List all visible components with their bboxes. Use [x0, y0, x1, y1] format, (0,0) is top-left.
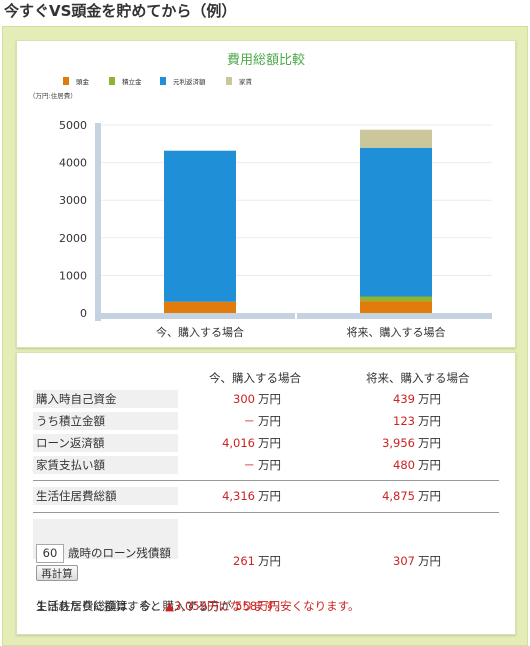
comparison-table-panel: 今、購入する場合 将来、購入する場合 購入時自己資金 300 万円 439 万円 うち積立…	[16, 352, 516, 635]
content-frame: 費用総額比較 頭金 積立金 元利返済額 家賃 （万円:住居費） 0 1000 2000 30…	[2, 26, 528, 646]
col-header-future: 将来、購入する場合	[366, 371, 470, 385]
row-label: ローン返済額	[33, 434, 178, 452]
cost-comparison-chart: 費用総額比較 頭金 積立金 元利返済額 家賃 （万円:住居費） 0 1000 2000 30…	[29, 53, 492, 339]
row-future-unit: 万円	[418, 392, 441, 406]
total-now-unit: 万円	[258, 489, 281, 503]
chart-legend: 頭金 積立金 元利返済額 家賃	[63, 77, 253, 86]
row-label: うち積立金額	[33, 412, 178, 430]
legend-swatch	[160, 77, 166, 85]
row-future-value: 439	[393, 392, 415, 406]
summary-daily-value: ▲3,059円になります。	[165, 599, 287, 613]
chart-panel: 費用総額比較 頭金 積立金 元利返済額 家賃 （万円:住居費） 0 1000 2000 30…	[16, 40, 516, 348]
balance-future-unit: 万円	[418, 554, 441, 568]
y-axis-label: （万円:住居費）	[29, 91, 77, 100]
y-axis-wall	[95, 123, 101, 321]
chart-gridlines	[99, 124, 492, 276]
row-future-value: 123	[393, 414, 415, 428]
x-axis	[95, 123, 492, 321]
row-now-unit: 万円	[258, 436, 281, 450]
legend-label: 頭金	[76, 77, 90, 86]
bar-segment	[360, 296, 432, 302]
recalculate-button[interactable]: 再計算	[36, 565, 78, 581]
divider-line	[33, 512, 499, 513]
bar-segment	[360, 129, 432, 148]
legend-label: 元利返済額	[173, 77, 206, 86]
summary-line-2-text: １日あたりに換算すると	[35, 599, 162, 613]
row-now-value: －	[243, 414, 256, 428]
summary-savings-value: 558万円安くなります。	[235, 599, 360, 613]
divider-line	[33, 480, 499, 481]
total-label: 生活住居費総額	[33, 487, 178, 505]
row-future-unit: 万円	[418, 436, 441, 450]
row-future-value: 3,956	[382, 436, 415, 450]
row-now-unit: 万円	[258, 458, 281, 472]
y-tick-label: 0	[80, 307, 87, 320]
row-label: 購入時自己資金	[33, 390, 178, 408]
row-future-value: 480	[393, 458, 415, 472]
balance-future-value: 307	[393, 554, 415, 568]
row-now-value: －	[243, 458, 256, 472]
legend-label: 家賃	[239, 77, 253, 86]
chart-bars: 今、購入する場合 将来、購入する場合	[156, 129, 446, 339]
y-tick-label: 1000	[59, 269, 87, 282]
y-tick-label: 5000	[59, 119, 87, 132]
page-title: 今すぐVS頭金を貯めてから（例）	[4, 2, 237, 20]
balance-now-value: 261	[233, 554, 255, 568]
bar-segment	[360, 147, 432, 297]
legend-swatch	[109, 77, 115, 85]
col-header-now: 今、購入する場合	[209, 371, 301, 385]
total-future-unit: 万円	[418, 489, 441, 503]
row-future-unit: 万円	[418, 458, 441, 472]
summary-line-1-text: 生活住居費総額は、今、購入する方が	[36, 599, 232, 613]
row-now-unit: 万円	[258, 392, 281, 406]
y-tick-label: 3000	[59, 194, 87, 207]
x-tick-label: 今、購入する場合	[156, 325, 244, 339]
chart-title: 費用総額比較	[227, 53, 305, 68]
summary-line-1: 生活住居費総額は、今、購入する方が 558万円安くなります。	[36, 598, 359, 614]
row-now-value: 300	[233, 392, 255, 406]
summary-line-2: １日あたりに換算すると ▲3,059円になります。	[35, 598, 286, 614]
row-future-unit: 万円	[418, 414, 441, 428]
total-now-value: 4,316	[222, 489, 255, 503]
balance-label: 歳時のローン残債額	[68, 546, 171, 560]
row-now-value: 4,016	[222, 436, 255, 450]
total-future-value: 4,875	[382, 489, 415, 503]
y-tick-label: 4000	[59, 157, 87, 170]
y-axis-ticks: 0 1000 2000 3000 4000 5000	[59, 119, 87, 320]
legend-swatch	[63, 77, 69, 85]
bar-segment	[164, 150, 236, 302]
row-label: 家賃支払い額	[33, 456, 178, 474]
y-tick-label: 2000	[59, 232, 87, 245]
age-input[interactable]: 60	[36, 544, 64, 563]
balance-now-unit: 万円	[258, 554, 281, 568]
legend-swatch	[226, 77, 232, 85]
bar-segment	[360, 301, 432, 313]
row-now-unit: 万円	[258, 414, 281, 428]
legend-label: 積立金	[122, 77, 142, 86]
bar-segment	[164, 301, 236, 313]
x-tick-label: 将来、購入する場合	[347, 325, 446, 339]
